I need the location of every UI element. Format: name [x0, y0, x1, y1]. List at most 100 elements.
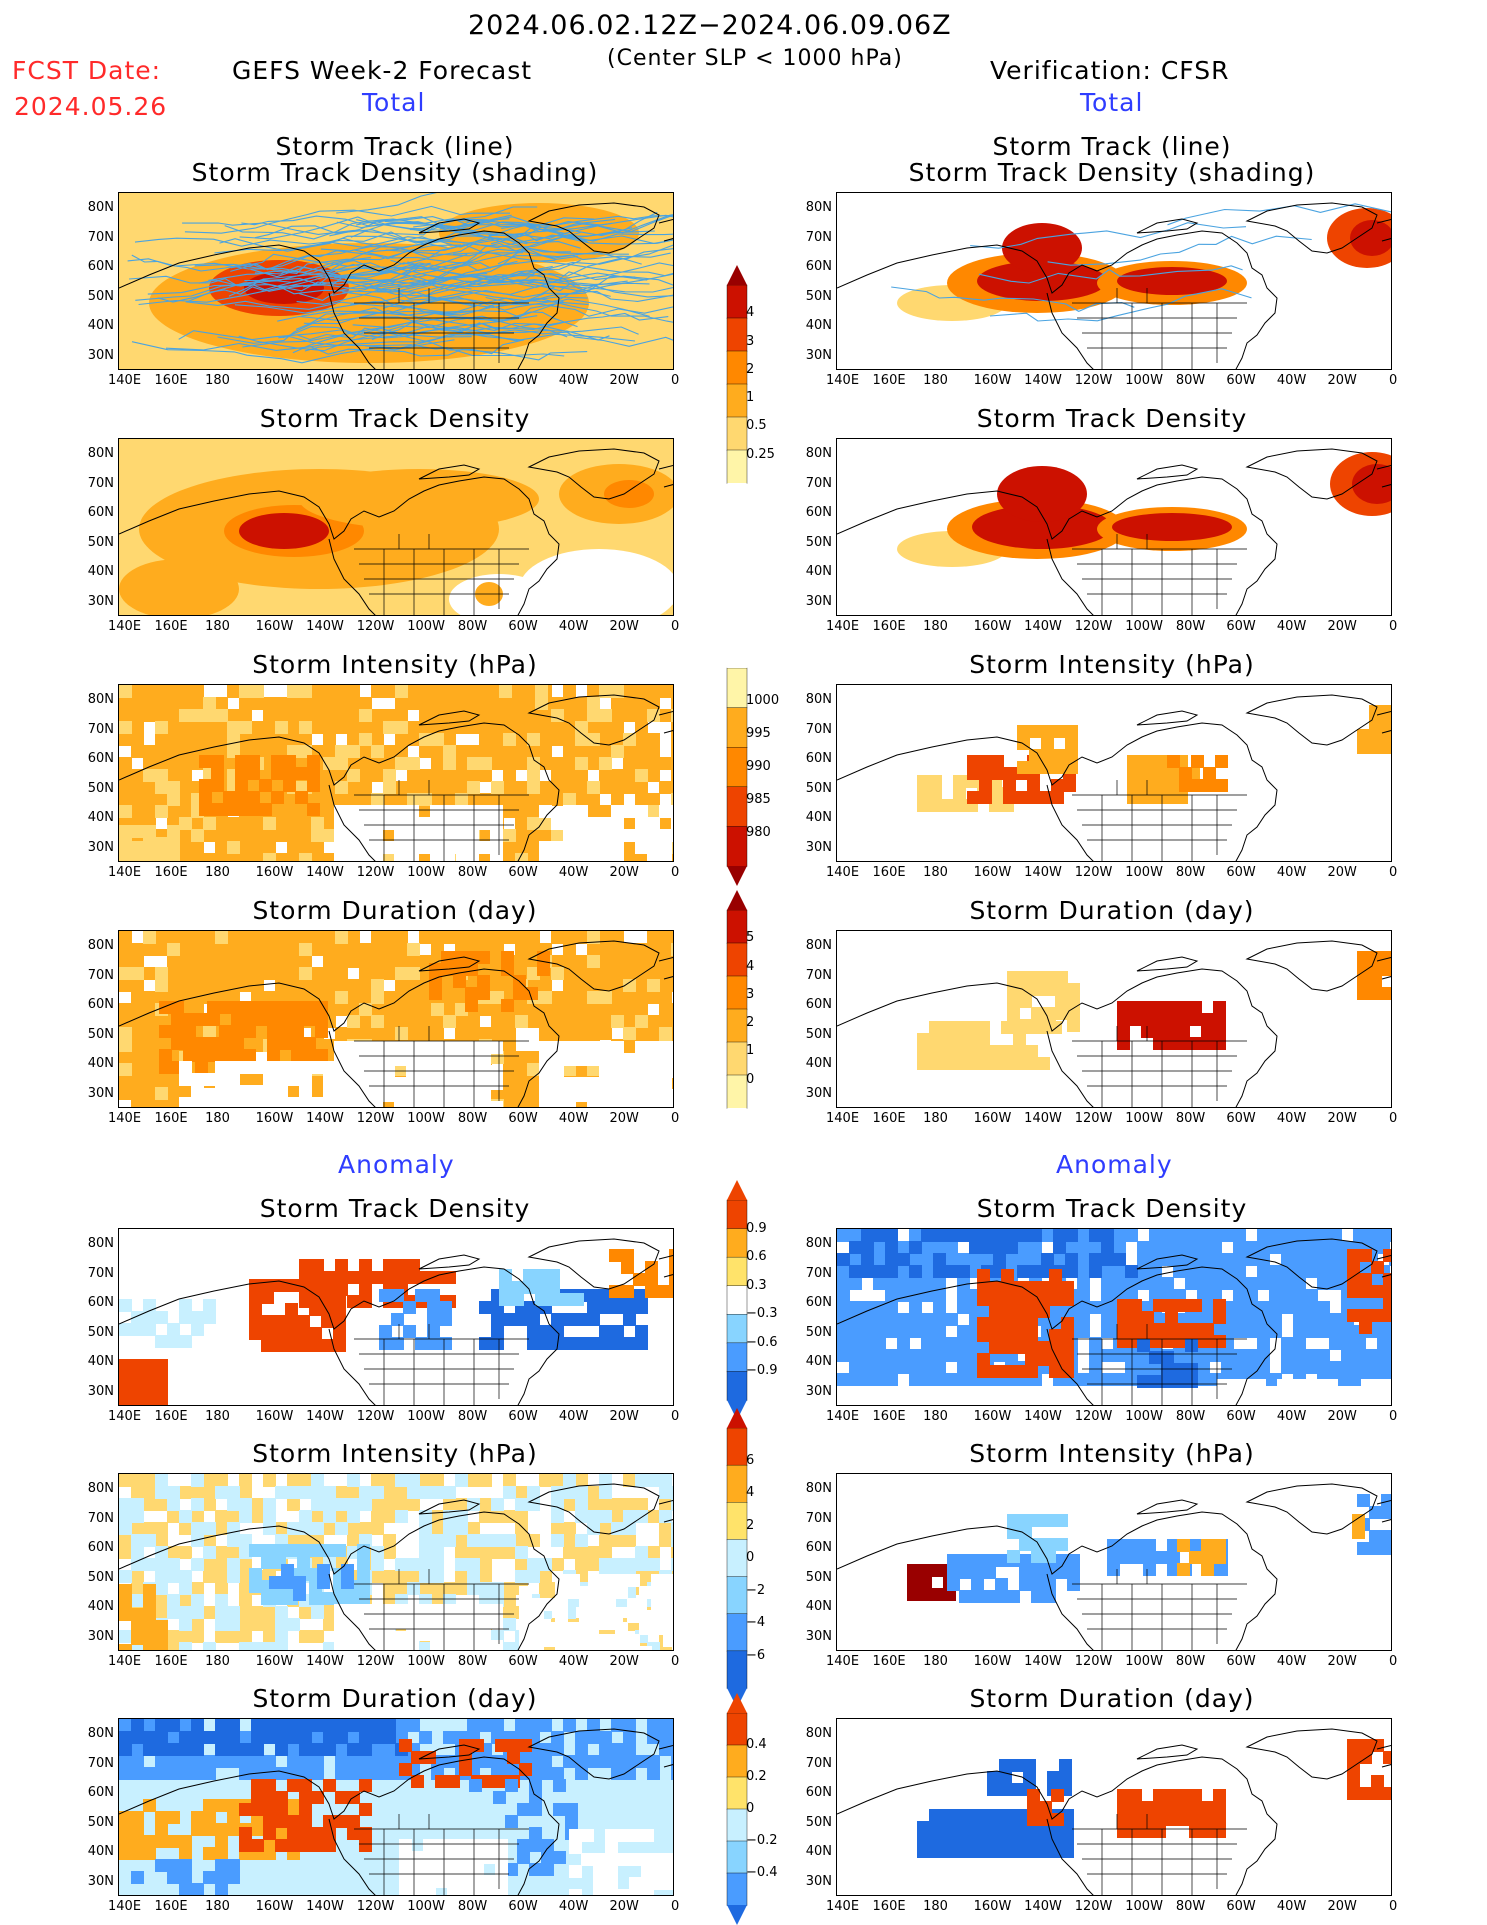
lon-tick-label: 160W — [255, 373, 294, 388]
coastline — [119, 1728, 673, 1895]
lon-tick-label: 140W — [1024, 1409, 1062, 1424]
lon-tick-label: 20W — [609, 865, 639, 880]
lat-tick-label: 60N — [87, 259, 114, 274]
lon-tick-label: 160W — [255, 1111, 294, 1126]
lon-tick-label: 160W — [255, 1899, 294, 1914]
lon-tick-label: 0 — [671, 1654, 680, 1669]
lon-tick-label: 140E — [826, 373, 860, 388]
map-panel-r2-c1 — [836, 684, 1392, 862]
lat-tick-label: 40N — [87, 1844, 114, 1859]
colorbar-duration-anom-label: −0.4 — [746, 1865, 778, 1880]
lon-tick-label: 20W — [609, 1654, 639, 1669]
shading — [917, 1739, 1391, 1858]
map-panel-r2-c0 — [118, 684, 674, 862]
title-anom-duration-l: Storm Duration (day) — [252, 1684, 538, 1713]
lon-tick-label: 160W — [973, 1409, 1012, 1424]
lon-tick-label: 60W — [508, 865, 538, 880]
lon-tick-label: 80W — [457, 1409, 488, 1424]
lat-tick-label: 40N — [87, 1599, 114, 1614]
map-panel-r0-c1 — [836, 192, 1392, 370]
lon-tick-label: 180 — [205, 619, 230, 634]
lat-tick-label: 80N — [805, 446, 832, 461]
lon-tick-label: 80W — [1175, 1111, 1206, 1126]
shading — [837, 1229, 1391, 1405]
lon-tick-label: 140E — [108, 865, 142, 880]
lon-tick-label: 160E — [872, 1654, 906, 1669]
lon-tick-label: 80W — [1175, 619, 1206, 634]
colorbar-duration-total-label: 4 — [746, 958, 755, 974]
lon-tick-label: 140E — [826, 1899, 860, 1914]
lon-tick-label: 40W — [558, 865, 589, 880]
state-borders — [354, 780, 529, 861]
lat-tick-label: 60N — [87, 1540, 114, 1555]
lon-tick-label: 80W — [1175, 373, 1206, 388]
lon-tick-label: 20W — [1327, 619, 1357, 634]
shading — [119, 1474, 673, 1650]
lon-tick-label: 160E — [154, 865, 188, 880]
shading — [917, 951, 1391, 1070]
lon-tick-label: 180 — [923, 865, 948, 880]
lon-tick-label: 180 — [923, 373, 948, 388]
lon-tick-label: 80W — [457, 865, 488, 880]
colorbar-intensity-total-label: 1000 — [746, 693, 780, 708]
lon-tick-label: 40W — [558, 1409, 589, 1424]
map-panel-r1-c1 — [836, 438, 1392, 616]
lon-tick-label: 160E — [154, 1654, 188, 1669]
title-anom-density-r: Storm Track Density — [976, 1194, 1248, 1223]
lat-tick-label: 80N — [87, 446, 114, 461]
lon-tick-label: 60W — [508, 1899, 538, 1914]
lat-tick-label: 50N — [87, 1814, 114, 1830]
state-borders — [1072, 288, 1247, 369]
lat-tick-label: 40N — [87, 318, 114, 333]
lon-tick-label: 20W — [1327, 373, 1357, 388]
coastline — [119, 202, 673, 369]
lon-tick-label: 80W — [457, 1654, 488, 1669]
lon-tick-label: 100W — [1125, 865, 1163, 880]
lat-tick-label: 70N — [805, 1265, 832, 1281]
lon-tick-label: 140E — [826, 865, 860, 880]
state-borders — [1072, 1814, 1247, 1895]
shading — [119, 1719, 673, 1895]
lat-tick-label: 40N — [805, 1844, 832, 1859]
lon-tick-label: 120W — [1074, 1409, 1113, 1424]
lon-tick-label: 160E — [154, 1899, 188, 1914]
lon-tick-label: 160E — [154, 373, 188, 388]
lon-tick-label: 160W — [255, 619, 294, 634]
lon-tick-label: 20W — [1327, 1409, 1357, 1424]
lat-tick-label: 50N — [805, 1569, 832, 1585]
lon-tick-label: 160W — [255, 1409, 294, 1424]
coastline — [837, 448, 1391, 615]
lat-tick-label: 40N — [805, 1354, 832, 1369]
lat-tick-label: 80N — [805, 1726, 832, 1741]
lon-tick-label: 160W — [973, 1899, 1012, 1914]
title-anom-duration-r: Storm Duration (day) — [969, 1684, 1255, 1713]
lon-tick-label: 120W — [1074, 1654, 1113, 1669]
coastline — [837, 1483, 1391, 1650]
lon-tick-label: 140W — [306, 865, 344, 880]
lon-tick-label: 100W — [407, 1111, 445, 1126]
lon-tick-label: 20W — [609, 1111, 639, 1126]
colorbar-duration-anom-label: 0 — [746, 1801, 755, 1816]
lon-tick-label: 100W — [407, 373, 445, 388]
lat-tick-label: 50N — [87, 534, 114, 550]
lon-tick-label: 60W — [508, 619, 538, 634]
state-borders — [354, 1569, 529, 1650]
lon-tick-label: 160W — [973, 373, 1012, 388]
lon-tick-label: 160E — [872, 1899, 906, 1914]
lat-tick-label: 30N — [87, 1873, 114, 1889]
colorbar-intensity-anom-label: 4 — [746, 1485, 755, 1500]
lon-tick-label: 120W — [1074, 1111, 1113, 1126]
lat-tick-label: 60N — [805, 997, 832, 1012]
lon-tick-label: 20W — [609, 619, 639, 634]
lon-tick-label: 140W — [1024, 1899, 1062, 1914]
lon-tick-label: 40W — [558, 1899, 589, 1914]
lat-tick-label: 70N — [87, 721, 114, 737]
colorbar-density-total-label: 2 — [746, 361, 755, 377]
lon-tick-label: 160E — [154, 619, 188, 634]
shading — [119, 685, 673, 861]
lon-tick-label: 140W — [306, 619, 344, 634]
lon-tick-label: 120W — [356, 1111, 395, 1126]
lon-tick-label: 120W — [356, 1899, 395, 1914]
colorbar-intensity-total-label: 990 — [746, 759, 771, 774]
lon-tick-label: 80W — [1175, 1409, 1206, 1424]
